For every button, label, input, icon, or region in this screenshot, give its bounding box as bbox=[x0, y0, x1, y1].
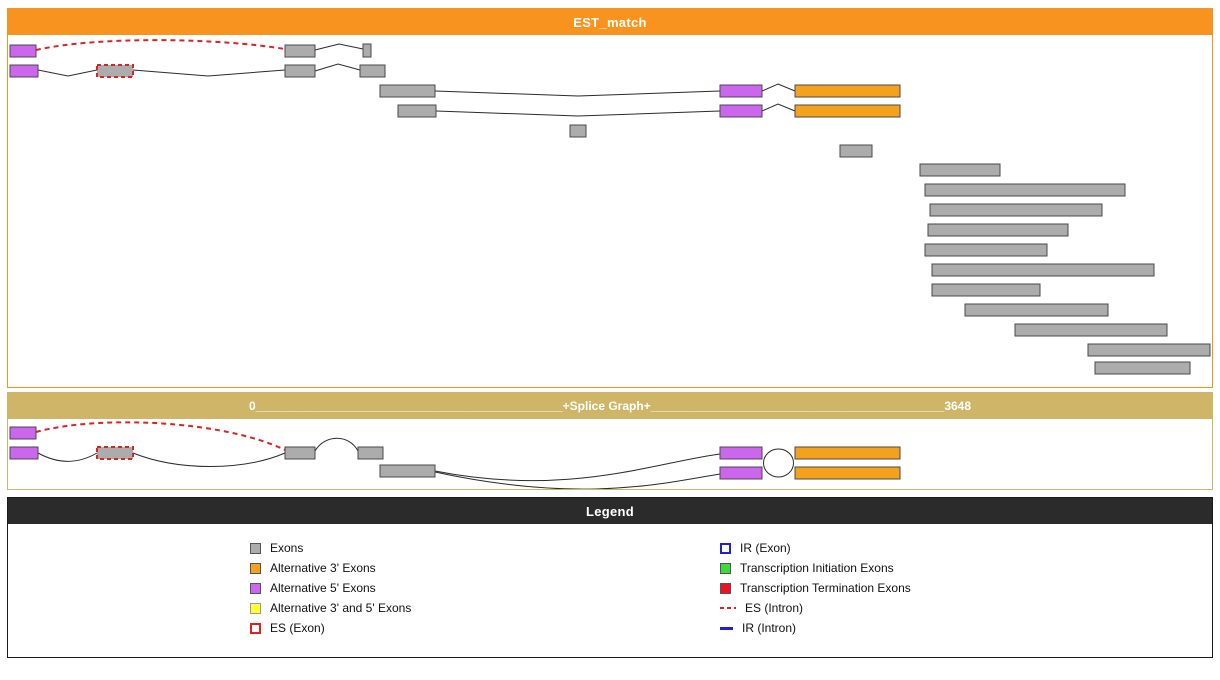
alt5-feature[interactable] bbox=[719, 84, 763, 98]
splice-graph-section: 0_______________________________________… bbox=[7, 392, 1213, 490]
exon-feature[interactable] bbox=[964, 303, 1109, 317]
alt3-feature[interactable] bbox=[794, 104, 901, 118]
intron-line bbox=[314, 63, 361, 72]
es-exon-feature[interactable] bbox=[96, 64, 134, 78]
legend-label: IR (Exon) bbox=[740, 541, 791, 555]
legend-item: ES (Intron) bbox=[720, 598, 911, 618]
intron-curve bbox=[132, 452, 286, 467]
exon-feature[interactable] bbox=[1014, 323, 1168, 337]
legend-item: ES (Exon) bbox=[250, 618, 411, 638]
splice-graph-svg bbox=[9, 421, 901, 489]
legend-label: ES (Exon) bbox=[270, 621, 325, 635]
alt5-feature[interactable] bbox=[9, 44, 37, 58]
alt5-feature[interactable] bbox=[9, 64, 39, 78]
splice-graph-title: 0_______________________________________… bbox=[248, 399, 972, 413]
intron-curve bbox=[434, 453, 721, 482]
alt5-feature[interactable] bbox=[9, 446, 39, 460]
legend-item: Alternative 5' Exons bbox=[250, 578, 411, 598]
alt-splice-bubble bbox=[763, 448, 795, 478]
legend-label: Alternative 3' Exons bbox=[270, 561, 376, 575]
exon-feature[interactable] bbox=[929, 203, 1103, 217]
es-exon-swatch bbox=[250, 622, 261, 634]
alt3-feature[interactable] bbox=[794, 446, 901, 460]
legend-item: IR (Intron) bbox=[720, 618, 911, 638]
term-swatch bbox=[720, 582, 731, 594]
legend-label: Transcription Termination Exons bbox=[740, 581, 911, 595]
exon-feature[interactable] bbox=[1094, 361, 1191, 375]
est-match-canvas bbox=[8, 35, 1212, 387]
exon-feature[interactable] bbox=[379, 464, 436, 478]
es-exon-feature[interactable] bbox=[96, 446, 134, 460]
exon-feature[interactable] bbox=[362, 43, 372, 58]
exon-feature[interactable] bbox=[284, 64, 316, 78]
legend-label: Exons bbox=[270, 541, 304, 555]
alt5-feature[interactable] bbox=[719, 104, 763, 118]
legend-header: Legend bbox=[8, 498, 1212, 524]
legend-label: IR (Intron) bbox=[742, 621, 797, 635]
alt3-feature[interactable] bbox=[794, 84, 901, 98]
exon-feature[interactable] bbox=[924, 243, 1048, 257]
intron-curve bbox=[37, 452, 98, 462]
ir-exon-swatch bbox=[720, 542, 731, 554]
es-intron-swatch bbox=[720, 607, 736, 609]
es-intron-arc bbox=[35, 39, 286, 51]
splice-graph-header: 0_______________________________________… bbox=[8, 393, 1212, 419]
legend-label: Transcription Initiation Exons bbox=[740, 561, 894, 575]
alt5-feature[interactable] bbox=[9, 426, 37, 440]
alt3-feature[interactable] bbox=[794, 466, 901, 480]
init-swatch bbox=[720, 562, 731, 574]
legend-item: Transcription Initiation Exons bbox=[720, 558, 911, 578]
exon-feature[interactable] bbox=[379, 84, 436, 98]
legend-label: Alternative 3' and 5' Exons bbox=[270, 601, 412, 615]
legend-label: Alternative 5' Exons bbox=[270, 581, 376, 595]
exon-swatch bbox=[250, 542, 261, 554]
intron-line bbox=[435, 110, 721, 117]
legend-column-left: Exons Alternative 3' Exons Alternative 5' … bbox=[250, 538, 411, 638]
intron-line bbox=[314, 43, 364, 51]
exon-feature[interactable] bbox=[931, 263, 1155, 277]
intron-line bbox=[761, 103, 796, 112]
alt3-swatch bbox=[250, 562, 261, 574]
alt5-swatch bbox=[250, 582, 261, 594]
legend-item: Alternative 3' Exons bbox=[250, 558, 411, 578]
exon-feature[interactable] bbox=[839, 144, 873, 158]
exon-feature[interactable] bbox=[1087, 343, 1211, 357]
legend-item: Alternative 3' and 5' Exons bbox=[250, 598, 411, 618]
intron-line bbox=[37, 69, 98, 77]
alt35-swatch bbox=[250, 602, 261, 614]
exon-feature[interactable] bbox=[359, 64, 386, 78]
intron-line bbox=[132, 69, 286, 77]
est-alignments-svg bbox=[9, 39, 1211, 375]
est-match-header: EST_match bbox=[8, 9, 1212, 35]
legend-item: Exons bbox=[250, 538, 411, 558]
legend-body: Exons Alternative 3' Exons Alternative 5' … bbox=[8, 524, 1212, 657]
legend-section: Legend Exons Alternative 3' Exons Alternat… bbox=[7, 497, 1213, 658]
exon-feature[interactable] bbox=[357, 446, 384, 460]
exon-feature[interactable] bbox=[924, 183, 1126, 197]
intron-curve bbox=[434, 471, 721, 489]
exon-feature[interactable] bbox=[927, 223, 1069, 237]
est-match-section: EST_match bbox=[7, 8, 1213, 388]
splice-graph-canvas bbox=[8, 419, 1212, 489]
legend-item: IR (Exon) bbox=[720, 538, 911, 558]
exon-feature[interactable] bbox=[931, 283, 1041, 297]
est-match-title: EST_match bbox=[573, 14, 647, 30]
exon-feature[interactable] bbox=[284, 446, 316, 460]
intron-line bbox=[761, 83, 796, 92]
es-intron-arc bbox=[35, 421, 286, 451]
exon-feature[interactable] bbox=[284, 44, 316, 58]
alt5-feature[interactable] bbox=[719, 466, 763, 480]
intron-line bbox=[434, 90, 721, 97]
alt5-feature[interactable] bbox=[719, 446, 763, 460]
legend-label: ES (Intron) bbox=[745, 601, 804, 615]
intron-curve bbox=[314, 437, 359, 452]
exon-feature[interactable] bbox=[919, 163, 1001, 177]
exon-feature[interactable] bbox=[397, 104, 437, 118]
legend-item: Transcription Termination Exons bbox=[720, 578, 911, 598]
legend-column-right: IR (Exon) Transcription Initiation Exons T… bbox=[720, 538, 911, 638]
exon-feature[interactable] bbox=[569, 124, 587, 138]
ir-intron-swatch bbox=[720, 626, 733, 630]
legend-title: Legend bbox=[585, 503, 635, 519]
